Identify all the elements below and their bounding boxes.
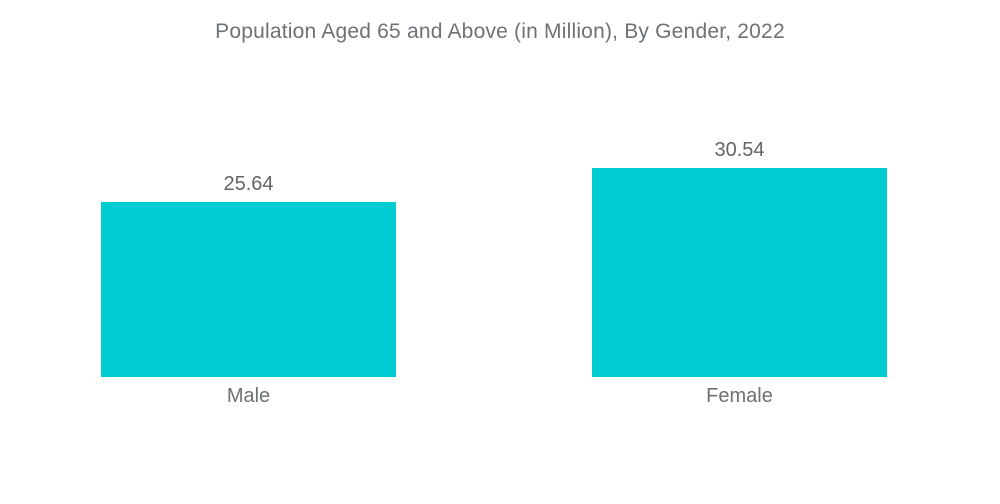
bar-group-male: 25.64 Male	[101, 173, 396, 406]
bar-male	[101, 202, 396, 377]
bar-value-female: 30.54	[714, 139, 765, 161]
category-label-female: Female	[706, 385, 773, 407]
chart-title: Population Aged 65 and Above (in Million…	[215, 20, 785, 43]
bar-female	[592, 168, 887, 377]
category-label-male: Male	[226, 385, 271, 407]
bar-group-female: 30.54 Female	[592, 139, 887, 406]
bar-value-male: 25.64	[223, 173, 274, 195]
